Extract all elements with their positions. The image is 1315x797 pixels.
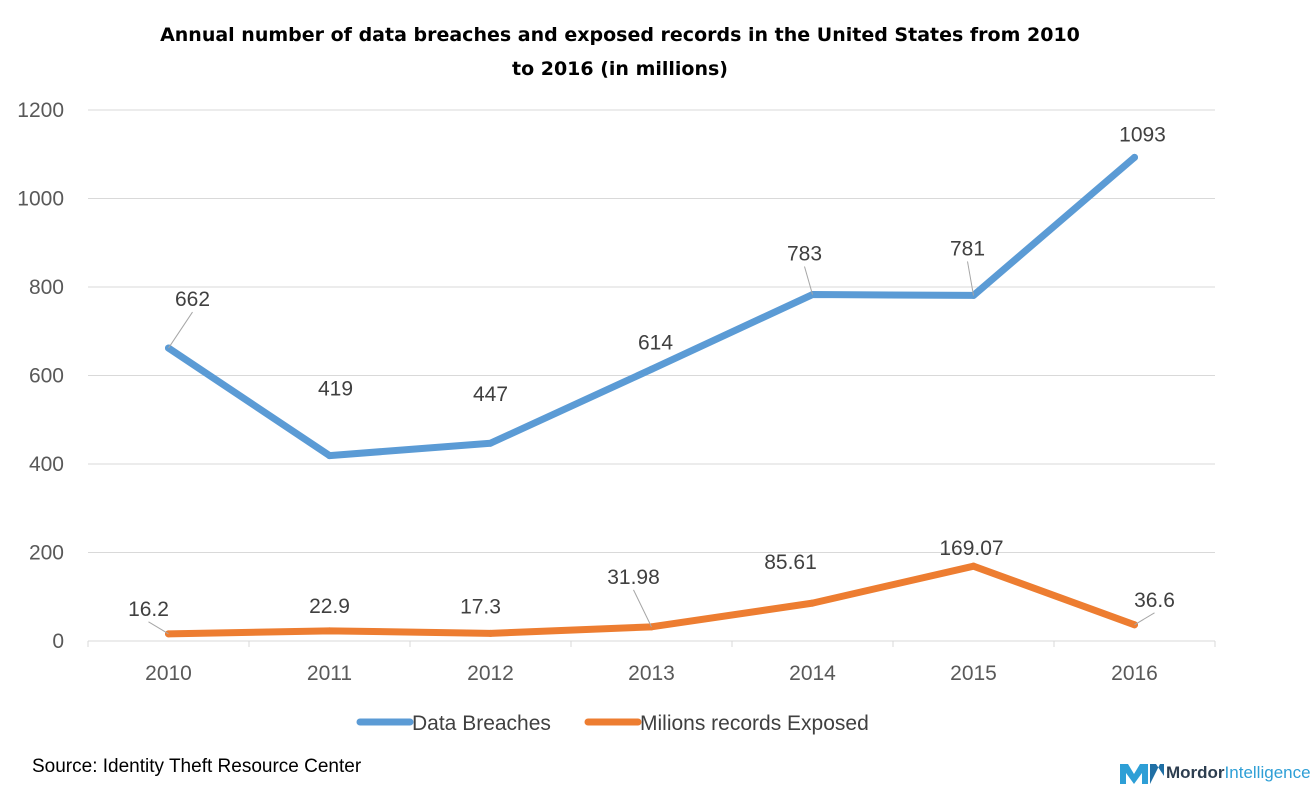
data-point	[648, 365, 655, 373]
y-tick-label: 1200	[17, 99, 64, 122]
x-axis	[87, 640, 1216, 647]
series-line	[165, 153, 1138, 460]
data-point	[970, 562, 977, 570]
chart-title: Annual number of data breaches and expos…	[0, 18, 1240, 86]
data-point	[326, 452, 333, 460]
data-label: 85.61	[764, 551, 817, 574]
x-tick-label: 2011	[307, 662, 352, 685]
y-tick-label: 800	[29, 276, 64, 299]
source-note: Source: Identity Theft Resource Center	[32, 756, 362, 777]
x-tick-label: 2016	[1111, 662, 1158, 685]
data-label: 783	[787, 243, 822, 266]
data-label: 16.2	[128, 598, 169, 621]
data-label: 36.6	[1134, 589, 1175, 612]
data-label: 22.9	[309, 595, 350, 618]
data-label: 31.98	[607, 566, 660, 589]
data-point	[809, 599, 816, 607]
logo-name-bold: Mordor	[1166, 763, 1225, 782]
data-label: 419	[318, 378, 353, 401]
data-label: 1093	[1119, 123, 1166, 146]
data-label: 17.3	[460, 595, 501, 618]
mordor-intelligence-logo-icon	[1120, 764, 1164, 784]
data-label-leader	[633, 589, 652, 628]
data-label: 662	[175, 288, 210, 311]
x-tick-label: 2015	[950, 662, 997, 685]
data-point	[487, 629, 494, 637]
data-point	[1131, 153, 1138, 161]
series-lines	[165, 153, 1138, 638]
data-label: 781	[950, 237, 985, 260]
legend: Data Breaches Milions records Exposed	[356, 712, 869, 735]
data-label-leaders	[148, 261, 1155, 635]
x-tick-label: 2014	[789, 662, 836, 685]
x-tick-label: 2013	[628, 662, 675, 685]
x-tick-label: 2012	[467, 662, 514, 685]
data-label: 447	[473, 383, 508, 406]
y-tick-label: 600	[29, 365, 64, 388]
logo-wordmark: MordorIntelligence	[1166, 763, 1311, 783]
data-labels: 662 419 447 614 783 781 1093 16.2 22.9 17.3 31.98 8…	[128, 123, 1175, 620]
chart-title-line-2: to 2016 (in millions)	[511, 58, 728, 80]
x-axis-labels: 2010 2011 2012 2013 2014 2015 2016	[145, 662, 1158, 685]
data-label: 169.07	[939, 537, 1003, 560]
data-point	[326, 627, 333, 635]
legend-label: Data Breaches	[412, 712, 551, 735]
y-tick-label: 0	[52, 630, 64, 653]
y-axis: 0 200 400 600 800 1000 1200	[17, 99, 64, 653]
x-tick-label: 2010	[145, 662, 192, 685]
data-label-leader	[967, 261, 974, 296]
y-tick-label: 1000	[17, 188, 64, 211]
y-tick-label: 400	[29, 453, 64, 476]
logo-name-light: Intelligence	[1224, 763, 1311, 782]
data-label-leader	[148, 621, 169, 635]
y-tick-label: 200	[29, 542, 64, 565]
data-label: 614	[638, 331, 673, 354]
chart-title-line-1: Annual number of data breaches and expos…	[160, 24, 1080, 46]
gridlines	[88, 109, 1215, 553]
data-point	[487, 439, 494, 447]
data-label-leader	[1134, 612, 1155, 626]
data-label-leader	[168, 311, 193, 349]
legend-label: Milions records Exposed	[640, 712, 869, 735]
data-label-leader	[804, 266, 813, 295]
